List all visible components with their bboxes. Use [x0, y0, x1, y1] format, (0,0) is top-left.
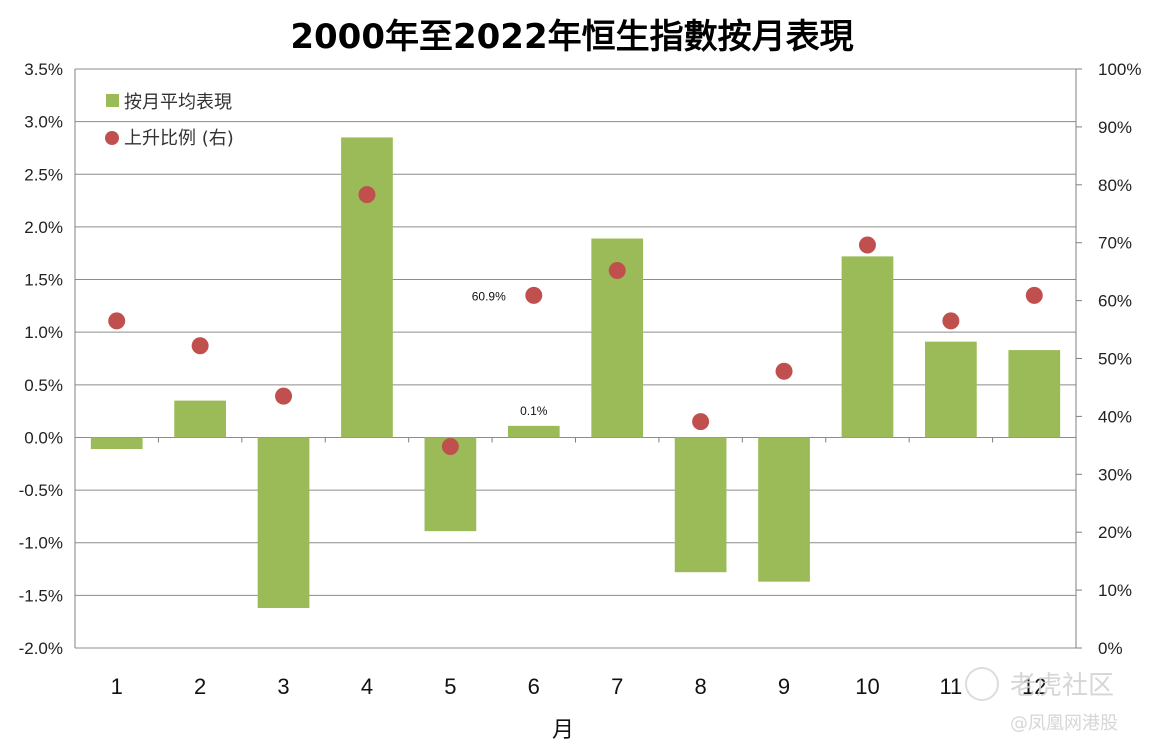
y2-tick-label: 0% — [1098, 639, 1123, 658]
y-tick-label: 3.5% — [24, 60, 63, 79]
point — [275, 387, 293, 405]
scatter-series — [108, 186, 1043, 456]
x-axis-labels: 1 2 3 4 5 6 7 8 9 10 11 12 — [111, 674, 1047, 699]
legend: 按月平均表現 上升比例 (右) — [105, 92, 234, 149]
legend-point-label: 上升比例 (右) — [124, 128, 234, 149]
y-tick-label: 0.5% — [24, 376, 63, 395]
legend-bar-swatch — [106, 94, 119, 107]
bar — [1008, 350, 1061, 438]
bar — [841, 256, 894, 438]
x-tick-label: 10 — [855, 674, 879, 699]
y2-tick-label: 50% — [1098, 350, 1132, 369]
x-tick-label: 2 — [194, 674, 206, 699]
point — [775, 362, 793, 380]
x-tick-label: 5 — [444, 674, 456, 699]
x-tick-label: 3 — [277, 674, 289, 699]
chart-title: 2000年至2022年恒生指數按月表現 — [290, 17, 853, 57]
y-tick-label: 1.5% — [24, 271, 63, 290]
bar — [174, 400, 226, 438]
axes — [74, 68, 1082, 649]
x-tick-label: 7 — [611, 674, 623, 699]
x-tick-label: 12 — [1022, 674, 1046, 699]
y2-tick-label: 100% — [1098, 60, 1141, 79]
bar — [341, 137, 393, 438]
bar — [758, 437, 810, 582]
x-tick-label: 9 — [778, 674, 790, 699]
bar — [674, 437, 727, 573]
data-labels: 0.1% 60.9% — [472, 289, 548, 417]
point — [1025, 286, 1043, 304]
y2-tick-label: 40% — [1098, 407, 1132, 426]
y2-tick-label: 30% — [1098, 465, 1132, 484]
y-axis-left-labels: -2.0% -1.5% -1.0% -0.5% 0.0% 0.5% 1.0% 1.5% 2.0%… — [19, 60, 63, 658]
y-axis-right-labels: 0% 10% 20% 30% 40% 50% 60% 70% 80% 90% 100% — [1098, 60, 1141, 658]
data-label: 60.9% — [472, 289, 506, 303]
x-tick-label: 11 — [939, 674, 962, 699]
y-tick-label: -1.0% — [19, 534, 63, 553]
watermark: 老虎社区 @凤凰网港股 — [965, 667, 1118, 734]
x-axis-title: 月 — [552, 717, 574, 742]
x-tick-label: 1 — [111, 674, 123, 699]
y2-tick-label: 20% — [1098, 523, 1132, 542]
watermark-text-primary: 老虎社区 — [1010, 671, 1114, 701]
x-tick-label: 4 — [361, 674, 373, 699]
point — [858, 236, 876, 254]
legend-point-swatch — [105, 131, 119, 145]
watermark-text-secondary: @凤凰网港股 — [1010, 713, 1118, 734]
bar-series — [90, 137, 1061, 608]
bar — [925, 341, 977, 438]
x-tick-label: 8 — [695, 674, 707, 699]
point — [692, 413, 710, 431]
y-tick-label: 3.0% — [24, 113, 63, 132]
bar — [257, 437, 310, 608]
y-tick-label: -2.0% — [19, 639, 63, 658]
y-tick-label: -1.5% — [19, 586, 63, 605]
y-tick-label: 0.0% — [24, 428, 63, 447]
y-tick-label: 1.0% — [24, 323, 63, 342]
y-tick-label: 2.0% — [24, 218, 63, 237]
point — [358, 186, 376, 204]
legend-bar-label: 按月平均表現 — [124, 92, 232, 113]
y2-tick-label: 80% — [1098, 176, 1132, 195]
point — [108, 312, 126, 330]
point — [441, 438, 459, 456]
y2-tick-label: 90% — [1098, 118, 1132, 137]
y2-tick-label: 70% — [1098, 234, 1132, 253]
y2-tick-label: 10% — [1098, 581, 1132, 600]
data-label: 0.1% — [520, 404, 548, 418]
point — [525, 286, 543, 304]
bar — [90, 437, 143, 450]
y2-tick-label: 60% — [1098, 292, 1132, 311]
bar — [507, 425, 560, 438]
watermark-logo-icon — [965, 667, 999, 701]
point — [942, 312, 960, 330]
point — [608, 261, 626, 279]
point — [191, 337, 209, 355]
y-tick-label: -0.5% — [19, 481, 63, 500]
x-tick-label: 6 — [528, 674, 540, 699]
y-tick-label: 2.5% — [24, 165, 63, 184]
